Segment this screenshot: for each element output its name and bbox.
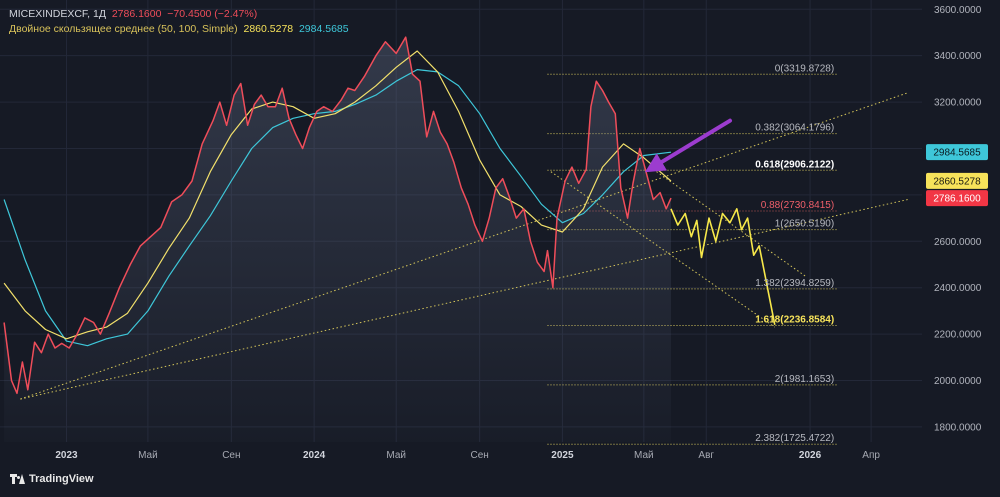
- price-area-fill: [4, 37, 672, 442]
- x-axis-tick-label: 2026: [799, 450, 822, 461]
- series-line-ma-slow: [3, 68, 672, 347]
- price-badge-ma-slow: [926, 144, 988, 161]
- fib-level-label: 2(1981.1653): [775, 374, 835, 385]
- fib-level-label: 2.382(1725.4722): [755, 433, 834, 444]
- trendline: [20, 92, 908, 400]
- x-axis-tick-label: Май: [634, 450, 654, 461]
- ma-fast-value: 2860.5278: [243, 23, 294, 35]
- price-badge-label: 2984.5685: [933, 148, 981, 159]
- series-line-ma-fast: [3, 50, 672, 340]
- x-axis-tick-label: Май: [138, 450, 158, 461]
- tradingview-logo-icon: [10, 474, 25, 484]
- chart-legend-symbol: MICEXINDEXCF, 1Д 2786.1600 −70.4500 (−2.…: [9, 8, 257, 20]
- fib-level-label: 1(2650.5190): [775, 219, 835, 230]
- fib-level-label: 0(3319.8728): [775, 63, 835, 74]
- last-price: 2786.1600: [111, 8, 162, 20]
- chart-legend-indicator: Двойное скользящее среднее (50, 100, Sim…: [9, 23, 349, 35]
- ma-slow-value: 2984.5685: [298, 23, 349, 35]
- price-change: −70.4500 (−2.47%): [167, 8, 258, 20]
- y-axis-tick-label: 2400.0000: [934, 283, 982, 294]
- y-axis-tick-label: 3600.0000: [934, 5, 982, 16]
- y-axis-tick-label: 2600.0000: [934, 237, 982, 248]
- x-axis-tick-label: Сен: [222, 450, 240, 461]
- fib-level-label: 0.618(2906.2122): [755, 159, 834, 170]
- x-axis-tick-label: 2024: [303, 450, 326, 461]
- y-axis-tick-label: 2200.0000: [934, 330, 982, 341]
- brand-name: TradingView: [29, 473, 94, 485]
- price-badge-price: [926, 190, 988, 207]
- x-axis-tick-label: Май: [386, 450, 406, 461]
- symbol-label: MICEXINDEXCF, 1Д: [9, 8, 106, 20]
- price-badge-label: 2860.5278: [933, 176, 981, 187]
- fib-level-label: 0.88(2730.8415): [761, 200, 834, 211]
- x-axis-tick-label: 2023: [55, 450, 78, 461]
- tradingview-logo[interactable]: TradingView: [10, 473, 94, 485]
- y-axis-tick-label: 1800.0000: [934, 422, 982, 433]
- x-axis-tick-label: Сен: [471, 450, 489, 461]
- indicator-name: Двойное скользящее среднее (50, 100, Sim…: [9, 23, 238, 35]
- fib-level-label: 1.382(2394.8259): [755, 278, 834, 289]
- x-axis-tick-label: Апр: [862, 450, 880, 461]
- y-axis-tick-label: 2000.0000: [934, 376, 982, 387]
- y-axis-tick-label: 3200.0000: [934, 98, 982, 109]
- series-line-projection: [670, 208, 776, 325]
- price-badge-ma-fast: [926, 172, 988, 189]
- series-line-price: [3, 36, 672, 395]
- y-axis-tick-label: 3400.0000: [934, 51, 982, 62]
- x-axis-tick-label: Авг: [698, 450, 714, 461]
- annotation-arrow: [644, 118, 733, 173]
- fib-level-label: 0.382(3064.1796): [755, 123, 834, 134]
- x-axis-tick-label: 2025: [551, 450, 574, 461]
- price-badge-label: 2786.1600: [933, 194, 981, 205]
- fib-level-label: 1.618(2236.8584): [755, 315, 834, 326]
